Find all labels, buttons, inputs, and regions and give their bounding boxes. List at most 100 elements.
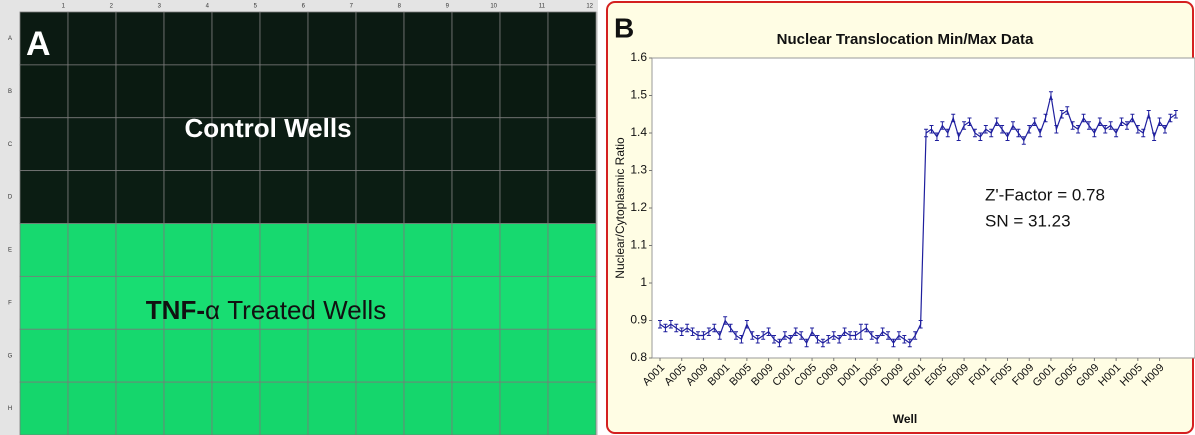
well <box>548 65 596 118</box>
well <box>260 382 308 435</box>
panel-label: B <box>614 12 634 43</box>
y-tick-label: 1.5 <box>630 88 647 102</box>
row-label: D <box>8 195 13 201</box>
well <box>260 171 308 224</box>
chart-title: Nuclear Translocation Min/Max Data <box>777 31 1034 48</box>
well <box>500 171 548 224</box>
well <box>68 171 116 224</box>
well <box>20 171 68 224</box>
control-label: Control Wells <box>184 113 351 143</box>
well <box>212 65 260 118</box>
well <box>20 382 68 435</box>
y-tick-label: 1.2 <box>630 200 647 214</box>
well <box>20 118 68 171</box>
well <box>68 224 116 277</box>
well <box>452 382 500 435</box>
well <box>68 12 116 65</box>
well <box>68 329 116 382</box>
well <box>164 329 212 382</box>
well <box>308 171 356 224</box>
figure: 123456789101112ABCDEFGHAControl WellsTNF… <box>0 0 1195 435</box>
well <box>404 276 452 329</box>
well <box>116 382 164 435</box>
well <box>212 329 260 382</box>
well <box>404 65 452 118</box>
row-label: G <box>8 353 13 359</box>
y-tick-label: 1.4 <box>630 125 647 139</box>
plate-row-header <box>0 0 20 435</box>
row-label: B <box>8 89 12 95</box>
well <box>116 65 164 118</box>
well <box>260 12 308 65</box>
well <box>116 329 164 382</box>
well <box>212 12 260 65</box>
treated-label-bold: TNF- <box>146 295 205 325</box>
well <box>404 12 452 65</box>
x-axis-label: Well <box>893 412 917 426</box>
well <box>308 65 356 118</box>
well <box>452 65 500 118</box>
well <box>308 12 356 65</box>
row-label: H <box>8 406 12 412</box>
well <box>356 65 404 118</box>
well <box>212 171 260 224</box>
well <box>548 224 596 277</box>
row-label: F <box>8 300 12 306</box>
well <box>116 171 164 224</box>
well <box>404 382 452 435</box>
well <box>500 12 548 65</box>
well <box>452 224 500 277</box>
well <box>452 118 500 171</box>
well <box>164 224 212 277</box>
well <box>404 118 452 171</box>
column-label: 11 <box>539 4 546 10</box>
well <box>548 118 596 171</box>
annotation: Z'-Factor = 0.78 <box>985 185 1105 204</box>
well <box>548 171 596 224</box>
well <box>356 171 404 224</box>
well <box>500 329 548 382</box>
well <box>116 224 164 277</box>
well <box>260 65 308 118</box>
column-label: 10 <box>490 4 497 10</box>
well <box>548 276 596 329</box>
well <box>20 276 68 329</box>
row-label: A <box>8 36 12 42</box>
well <box>452 12 500 65</box>
well <box>20 65 68 118</box>
well <box>116 12 164 65</box>
well <box>116 118 164 171</box>
y-tick-label: 1.6 <box>630 50 647 64</box>
well <box>308 382 356 435</box>
well <box>500 382 548 435</box>
well <box>308 329 356 382</box>
well <box>452 329 500 382</box>
well <box>356 382 404 435</box>
y-tick-label: 0.9 <box>630 313 647 327</box>
well <box>260 329 308 382</box>
well <box>356 329 404 382</box>
y-tick-label: 0.8 <box>630 350 647 364</box>
well <box>68 65 116 118</box>
panel-label: A <box>26 25 51 63</box>
well <box>404 329 452 382</box>
well <box>164 65 212 118</box>
row-label: C <box>8 142 13 148</box>
well <box>356 224 404 277</box>
well <box>548 12 596 65</box>
well <box>308 224 356 277</box>
row-label: E <box>8 248 12 254</box>
y-tick-label: 1.3 <box>630 163 647 177</box>
well <box>212 224 260 277</box>
well <box>548 329 596 382</box>
well <box>260 224 308 277</box>
well <box>20 329 68 382</box>
well <box>20 224 68 277</box>
well <box>500 118 548 171</box>
y-tick-label: 1.1 <box>630 238 647 252</box>
well <box>548 382 596 435</box>
well <box>500 276 548 329</box>
well <box>164 12 212 65</box>
well <box>356 118 404 171</box>
treated-label: TNF-α Treated Wells <box>146 295 386 325</box>
